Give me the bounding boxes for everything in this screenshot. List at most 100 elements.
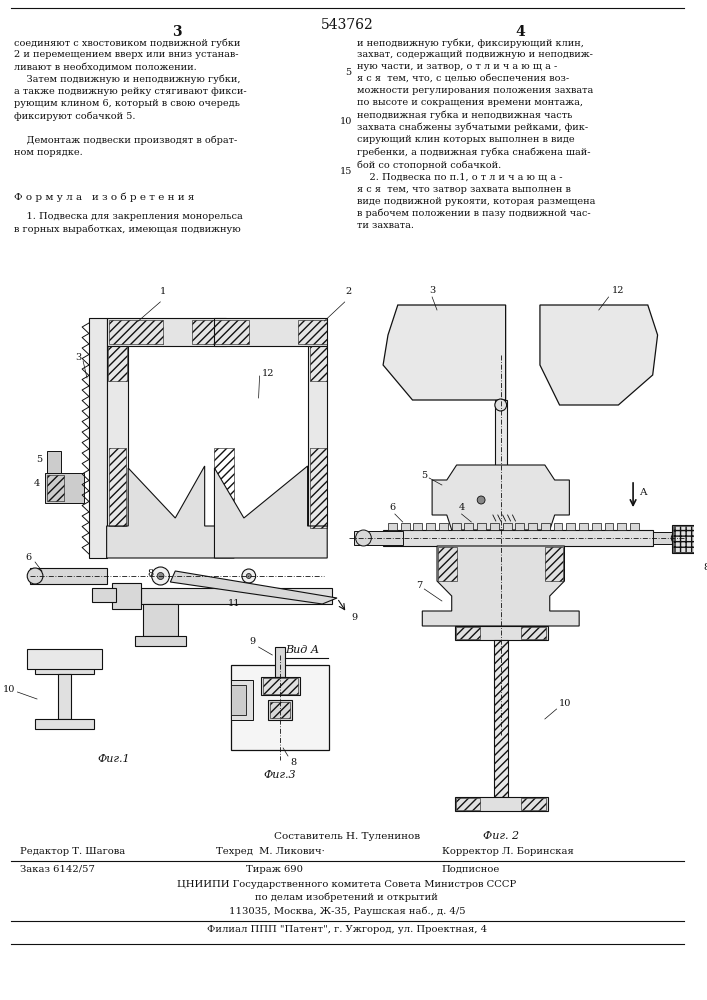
- Bar: [141, 588, 332, 604]
- Bar: [45, 473, 84, 503]
- Polygon shape: [422, 546, 579, 626]
- Text: 2: 2: [346, 287, 352, 296]
- Bar: [57, 674, 71, 719]
- Bar: [439, 523, 448, 530]
- Text: Техред  М. Ликович·: Техред М. Ликович·: [216, 847, 325, 856]
- Text: 7: 7: [416, 582, 422, 590]
- Bar: [673, 526, 699, 552]
- Text: 4: 4: [34, 479, 40, 488]
- Text: 10: 10: [3, 684, 16, 694]
- Bar: [521, 627, 546, 639]
- Bar: [630, 523, 639, 530]
- Text: 15: 15: [339, 167, 351, 176]
- Bar: [92, 588, 117, 602]
- Text: 6: 6: [390, 503, 396, 512]
- Text: 113035, Москва, Ж-35, Раушская наб., д. 4/5: 113035, Москва, Ж-35, Раушская наб., д. …: [228, 906, 465, 916]
- Bar: [521, 798, 546, 810]
- Circle shape: [672, 532, 683, 544]
- Polygon shape: [383, 305, 506, 400]
- Bar: [35, 664, 94, 674]
- Text: 4: 4: [515, 25, 525, 39]
- Text: Заказ 6142/57: Заказ 6142/57: [21, 865, 95, 874]
- Bar: [592, 523, 601, 530]
- Bar: [262, 678, 298, 694]
- Bar: [28, 649, 102, 669]
- Text: 3: 3: [173, 25, 182, 39]
- Bar: [388, 523, 397, 530]
- Bar: [579, 523, 588, 530]
- Text: 11: 11: [228, 599, 240, 608]
- Bar: [112, 583, 141, 609]
- Bar: [383, 530, 653, 546]
- Text: 8: 8: [290, 758, 296, 767]
- Bar: [231, 685, 246, 715]
- Bar: [354, 531, 403, 545]
- Text: Тираж 690: Тираж 690: [246, 865, 303, 874]
- Text: 10: 10: [559, 700, 571, 708]
- Text: A: A: [639, 488, 646, 497]
- Circle shape: [477, 496, 485, 504]
- Polygon shape: [540, 305, 658, 405]
- Polygon shape: [107, 466, 234, 558]
- Circle shape: [246, 574, 251, 578]
- Bar: [109, 320, 163, 344]
- Bar: [426, 523, 435, 530]
- Circle shape: [495, 399, 507, 411]
- Text: Корректор Л. Боринская: Корректор Л. Боринская: [442, 847, 573, 856]
- Bar: [231, 665, 329, 750]
- Circle shape: [152, 567, 170, 585]
- Bar: [455, 798, 480, 810]
- Bar: [617, 523, 626, 530]
- Text: 5: 5: [36, 454, 42, 464]
- Bar: [107, 318, 226, 346]
- Text: и неподвижную губки, фиксирующий клин,
захват, содержащий подвижную и неподвиж-
: и неподвижную губки, фиксирующий клин, з…: [356, 38, 595, 230]
- Circle shape: [157, 572, 164, 580]
- Text: Вид А: Вид А: [285, 645, 319, 655]
- Text: 8: 8: [148, 569, 154, 578]
- Text: 1. Подвеска для закрепления монорельса
в горных выработках, имеющая подвижную: 1. Подвеска для закрепления монорельса в…: [14, 212, 243, 234]
- Bar: [47, 451, 61, 473]
- Bar: [452, 523, 460, 530]
- Text: 8: 8: [703, 563, 707, 572]
- Bar: [214, 320, 249, 344]
- Bar: [35, 719, 94, 729]
- Text: 5: 5: [421, 471, 427, 480]
- Bar: [135, 636, 186, 646]
- Text: Фиг.3: Фиг.3: [264, 770, 296, 780]
- Text: 3: 3: [75, 354, 81, 362]
- Bar: [89, 318, 107, 558]
- Bar: [604, 523, 614, 530]
- Bar: [308, 346, 327, 526]
- Bar: [214, 318, 327, 346]
- Bar: [503, 523, 512, 530]
- Bar: [414, 523, 422, 530]
- Text: Подписное: Подписное: [442, 865, 501, 874]
- Text: Ф о р м у л а   и з о б р е т е н и я: Ф о р м у л а и з о б р е т е н и я: [14, 192, 195, 202]
- Text: Составитель Н. Туленинов: Составитель Н. Туленинов: [274, 832, 420, 841]
- Text: соединяют с хвостовиком подвижной губки
2 и перемещением вверх или вниз устанав-: соединяют с хвостовиком подвижной губки …: [14, 38, 247, 157]
- Bar: [653, 532, 677, 544]
- Bar: [455, 627, 480, 639]
- Bar: [192, 320, 219, 344]
- Bar: [261, 677, 300, 695]
- Bar: [464, 523, 473, 530]
- Bar: [700, 533, 707, 545]
- Bar: [107, 346, 128, 526]
- Circle shape: [356, 530, 371, 546]
- Bar: [494, 640, 508, 797]
- Bar: [554, 523, 563, 530]
- Bar: [401, 523, 409, 530]
- Text: Филиал ППП "Патент", г. Ужгород, ул. Проектная, 4: Филиал ППП "Патент", г. Ужгород, ул. Про…: [206, 925, 487, 934]
- Bar: [30, 568, 107, 584]
- Bar: [566, 523, 575, 530]
- Text: Редактор Т. Шагова: Редактор Т. Шагова: [21, 847, 126, 856]
- Bar: [47, 475, 64, 501]
- Text: 4: 4: [458, 503, 464, 512]
- Text: 5: 5: [346, 68, 351, 77]
- Circle shape: [242, 569, 256, 583]
- Polygon shape: [170, 571, 337, 604]
- Bar: [490, 523, 498, 530]
- Bar: [298, 320, 327, 344]
- Text: Фиг.1: Фиг.1: [97, 754, 130, 764]
- Bar: [269, 700, 292, 720]
